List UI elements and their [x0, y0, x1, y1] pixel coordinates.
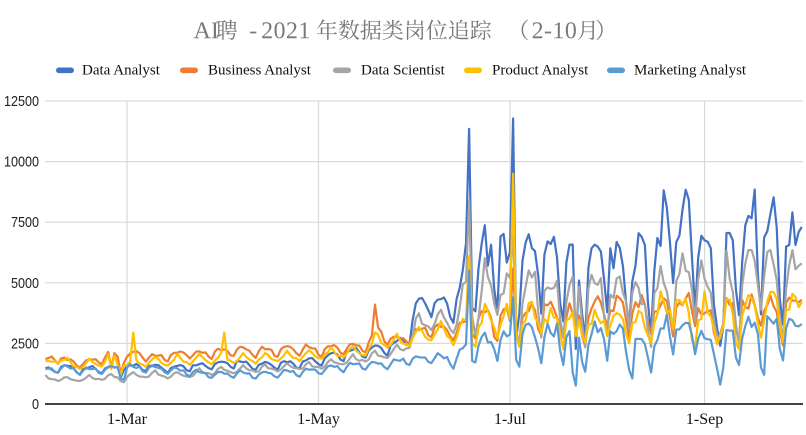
svg-text:Data Scientist: Data Scientist	[361, 63, 446, 79]
svg-text:Data Analyst: Data Analyst	[82, 63, 161, 79]
svg-text:Business Analyst: Business Analyst	[208, 63, 312, 79]
svg-text:12500: 12500	[4, 93, 39, 110]
svg-text:1-Sep: 1-Sep	[686, 411, 723, 428]
svg-text:5000: 5000	[11, 275, 39, 292]
svg-text:Product Analyst: Product Analyst	[492, 63, 589, 79]
svg-text:1-May: 1-May	[297, 411, 340, 428]
svg-text:1-Jul: 1-Jul	[494, 411, 527, 428]
svg-text:1-Mar: 1-Mar	[107, 411, 148, 428]
svg-text:2500: 2500	[11, 335, 39, 352]
svg-text:10000: 10000	[4, 154, 39, 171]
svg-text:0: 0	[32, 396, 39, 413]
svg-text:Marketing Analyst: Marketing Analyst	[634, 63, 747, 79]
svg-text:7500: 7500	[11, 214, 39, 231]
